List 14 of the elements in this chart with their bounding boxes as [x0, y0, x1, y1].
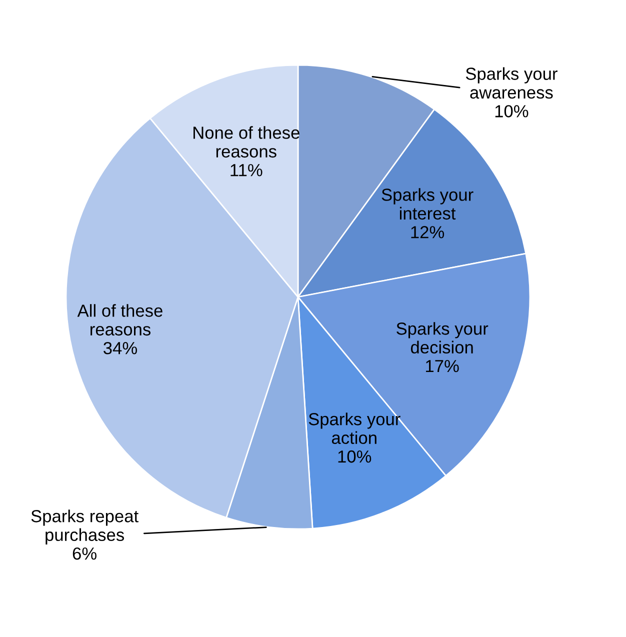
slice-label: All of these reasons — [77, 304, 162, 336]
slice-label: Sparks your awareness — [466, 67, 558, 99]
data-label: 34% — [104, 342, 137, 354]
data-label: 12% — [411, 226, 444, 238]
slice-label: Sparks your decision — [396, 322, 488, 354]
slice-label: Sparks your action — [308, 412, 400, 444]
slice-label: None of these reasons — [194, 126, 300, 158]
slice-label: Sparks your interest — [382, 188, 474, 220]
data-label: 17% — [426, 360, 459, 372]
data-label: 6% — [72, 547, 96, 560]
data-label: 10% — [338, 450, 372, 463]
data-label: 11% — [230, 164, 262, 176]
data-label: 10% — [495, 105, 528, 118]
slice-label: Sparks repeat purchases — [31, 510, 138, 544]
